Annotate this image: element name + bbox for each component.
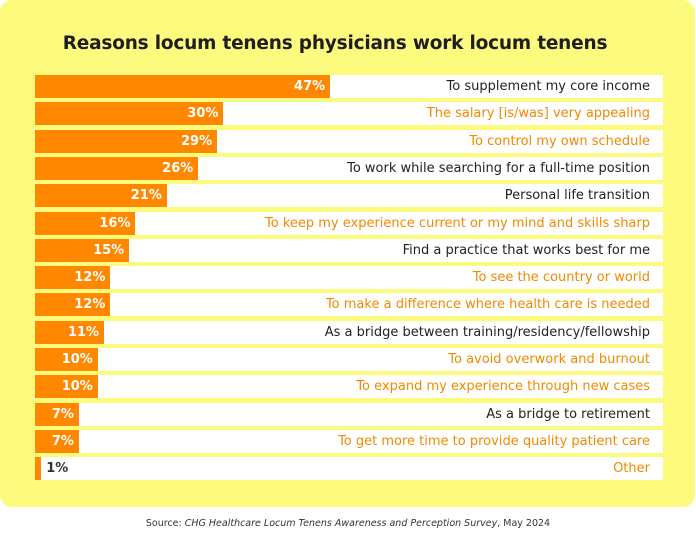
value-label: 16% — [99, 215, 131, 231]
bar-row: 10% To avoid overwork and burnout — [35, 348, 663, 371]
value-label: 47% — [294, 79, 326, 94]
category-label: To control my own schedule — [469, 133, 650, 149]
bar — [35, 184, 167, 208]
bar — [35, 211, 136, 235]
source-prefix: Source: — [145, 518, 185, 529]
plot-area: 47% To supplement my core income 30% The sa… — [35, 75, 663, 485]
value-label: 11% — [67, 324, 100, 340]
chart-panel: Reasons locum tenens physicians work loc… — [0, 0, 695, 507]
bar — [35, 348, 98, 371]
category-label: Find a practice that works best for me — [402, 242, 650, 258]
category-label: To keep my experience current or my mind… — [265, 215, 650, 231]
bar — [35, 156, 199, 180]
category-label: Other — [613, 461, 650, 477]
bar-row: 29% To control my own schedule — [35, 129, 663, 153]
value-label: 1% — [46, 461, 69, 477]
category-label: To avoid overwork and burnout — [448, 352, 650, 367]
category-label: To work while searching for a full-time … — [347, 160, 650, 176]
value-label: 10% — [61, 379, 93, 395]
bar-row: 1% Other — [35, 457, 663, 481]
bar-row: 21% Personal life transition — [35, 184, 663, 208]
bar — [35, 102, 224, 126]
value-label: 7% — [51, 406, 74, 422]
bar-row: 47% To supplement my core income — [35, 75, 663, 98]
bar — [35, 320, 105, 344]
value-label: 12% — [74, 270, 106, 286]
category-label: To make a difference where health care i… — [325, 297, 650, 313]
value-label: 30% — [187, 106, 219, 122]
value-label: 12% — [74, 297, 106, 313]
bar — [35, 375, 98, 399]
bar-row: 16% To keep my experience current or my m… — [35, 211, 663, 235]
source-suffix: , May 2024 — [497, 518, 551, 529]
bar-row: 15% Find a practice that works best for m… — [35, 238, 663, 262]
value-label: 26% — [162, 160, 194, 176]
source-title: CHG Healthcare Locum Tenens Awareness an… — [184, 518, 498, 529]
value-label: 15% — [93, 242, 125, 258]
value-label: 29% — [181, 133, 213, 149]
bar-row: 12% To see the country or world — [35, 266, 663, 290]
value-label: 21% — [130, 188, 162, 204]
category-label: Personal life transition — [504, 188, 650, 204]
category-label: To supplement my core income — [446, 79, 650, 94]
bar — [35, 266, 111, 290]
bar — [35, 129, 218, 153]
category-label: To see the country or world — [472, 270, 650, 286]
category-label: The salary [is/was] very appealing — [426, 106, 650, 122]
bar — [35, 293, 111, 317]
value-label: 10% — [61, 352, 93, 367]
bar — [35, 429, 79, 453]
category-label: As a bridge between training/residency/f… — [324, 324, 650, 340]
bar-row: 12% To make a difference where health car… — [35, 293, 663, 317]
bar-row: 11% As a bridge between training/residenc… — [35, 320, 663, 344]
category-label: As a bridge to retirement — [486, 406, 650, 422]
value-label: 7% — [51, 433, 74, 449]
bar-row: 10% To expand my experience through new c… — [35, 375, 663, 399]
source-note: Source: CHG Healthcare Locum Tenens Awar… — [0, 518, 696, 529]
category-label: To expand my experience through new case… — [356, 379, 650, 395]
bar — [35, 457, 42, 481]
bar — [35, 75, 331, 98]
chart-title: Reasons locum tenens physicians work loc… — [62, 33, 608, 54]
bar-row: 26% To work while searching for a full-ti… — [35, 156, 663, 180]
category-label: To get more time to provide quality pati… — [338, 433, 650, 449]
bar — [35, 238, 130, 262]
bar-row: 30% The salary [is/was] very appealing — [35, 102, 663, 126]
bar-row: 7% As a bridge to retirement — [35, 402, 663, 426]
bar — [35, 402, 79, 426]
bar-row: 7% To get more time to provide quality pa… — [35, 429, 663, 453]
